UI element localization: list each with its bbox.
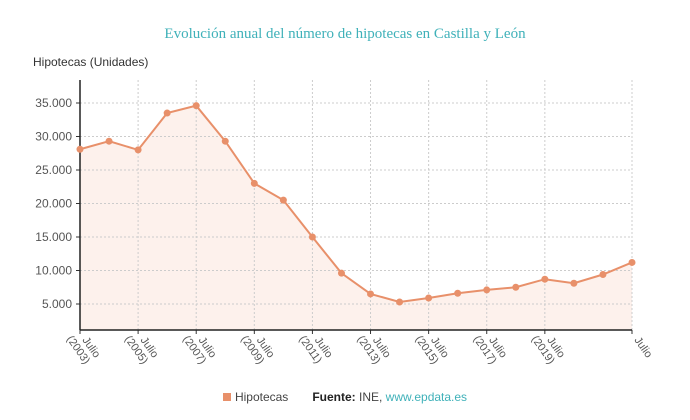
data-point-marker[interactable] [570, 279, 578, 287]
legend-swatch-icon [222, 393, 231, 401]
x-tick-label: Julio(2009) [238, 327, 276, 367]
data-point-marker[interactable] [192, 102, 200, 110]
data-point-marker[interactable] [541, 275, 549, 283]
chart-title: Evolución anual del número de hipotecas … [164, 26, 526, 42]
data-point-marker[interactable] [512, 283, 520, 291]
chart-legend: Hipotecas Fuente: INE, www.epdata.es [0, 390, 690, 404]
x-tick-label: Julio(2013) [355, 327, 393, 367]
x-tick-label: Julio(2005) [122, 327, 160, 367]
y-tick-label: 10.000 [35, 264, 72, 278]
x-tick-label: Julio(2017) [471, 327, 509, 367]
series-line [79, 104, 633, 304]
data-point-marker[interactable] [163, 109, 171, 117]
data-point-marker[interactable] [454, 289, 462, 297]
chart-plot-area: 5.000 10.000 15.000 20.000 25.000 30.000 35.00… [35, 80, 655, 367]
data-point-marker[interactable] [483, 286, 491, 294]
data-point-marker[interactable] [337, 269, 345, 277]
area-fill [80, 105, 632, 331]
data-point-marker[interactable] [628, 258, 636, 266]
x-tick-label: Julio(2015) [413, 327, 451, 367]
data-point-marker[interactable] [367, 290, 375, 298]
data-point-marker[interactable] [396, 298, 404, 306]
data-point-marker[interactable] [279, 196, 287, 204]
data-point-marker[interactable] [134, 146, 142, 154]
y-tick-label: 5.000 [42, 297, 72, 311]
y-tick-label: 35.000 [35, 96, 72, 110]
y-tick-label: 25.000 [35, 163, 72, 177]
x-tick-label: Julio(2007) [180, 327, 218, 367]
legend-series-label[interactable]: Hipotecas [234, 390, 289, 404]
data-point-marker[interactable] [599, 271, 607, 279]
y-tick-label: 20.000 [35, 197, 72, 211]
x-tick-label: Julio(2019) [529, 327, 567, 367]
data-point-marker[interactable] [250, 179, 258, 187]
data-point-marker[interactable] [308, 233, 316, 241]
x-tick-label: Julio [632, 335, 655, 360]
y-tick-label: 30.000 [35, 130, 72, 144]
source-link[interactable]: www.epdata.es [385, 390, 468, 404]
data-point-marker[interactable] [105, 137, 113, 145]
y-axis-label: Hipotecas (Unidades) [33, 55, 149, 69]
data-point-marker[interactable] [76, 145, 84, 153]
x-tick-label: Julio(2011) [296, 327, 334, 367]
source-text: INE, [355, 390, 386, 404]
y-tick-label: 15.000 [35, 230, 72, 244]
data-point-marker[interactable] [221, 137, 229, 145]
x-tick-label: Julio(2003) [64, 327, 102, 367]
data-point-marker[interactable] [425, 294, 433, 302]
source-prefix: Fuente: [312, 390, 356, 404]
